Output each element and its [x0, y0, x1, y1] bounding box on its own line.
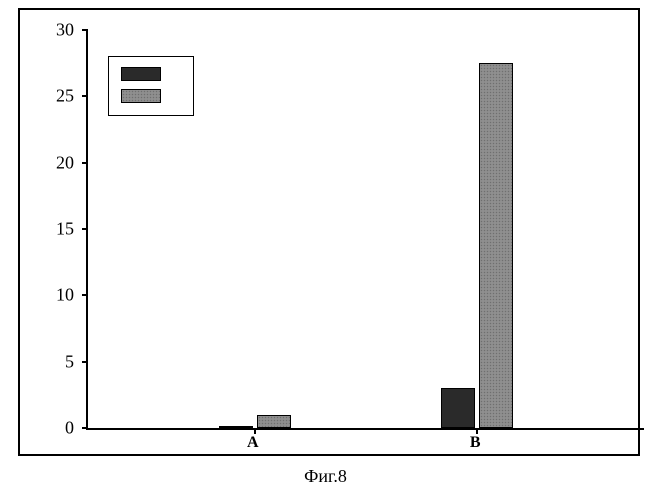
ytick-mark — [82, 95, 88, 97]
ytick-label: 0 — [34, 418, 74, 439]
x-category-label: B — [470, 434, 481, 452]
ytick-mark — [82, 294, 88, 296]
bar-A-series2 — [257, 415, 291, 428]
bar-B-series1 — [441, 388, 475, 428]
ytick-mark — [82, 427, 88, 429]
ytick-mark — [82, 162, 88, 164]
ytick-mark — [82, 228, 88, 230]
ytick-label: 15 — [34, 219, 74, 240]
ytick-label: 30 — [34, 20, 74, 41]
ytick-label: 25 — [34, 86, 74, 107]
ytick-label: 10 — [34, 285, 74, 306]
ytick-label: 5 — [34, 351, 74, 372]
plot-area — [86, 30, 644, 430]
bar-B-series2 — [479, 63, 513, 428]
ytick-mark — [82, 361, 88, 363]
figure-caption: Фиг.8 — [0, 466, 651, 487]
ytick-mark — [82, 29, 88, 31]
chart-outer-frame: 0 5 10 15 20 25 30 A B — [18, 8, 640, 456]
ytick-label: 20 — [34, 152, 74, 173]
bar-A-series1 — [219, 426, 253, 428]
x-category-label: A — [247, 434, 259, 452]
